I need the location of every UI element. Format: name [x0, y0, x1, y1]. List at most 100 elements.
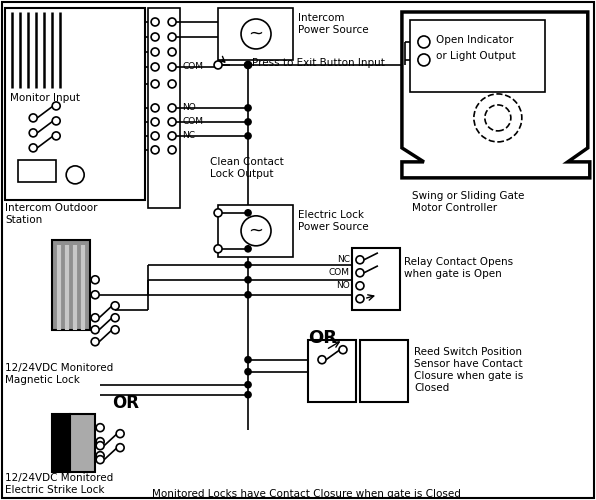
Circle shape [245, 382, 251, 388]
Circle shape [168, 104, 176, 112]
Text: Lock Output: Lock Output [210, 169, 274, 179]
Bar [410, 20, 545, 92]
Circle shape [151, 48, 159, 56]
Circle shape [151, 132, 159, 140]
Circle shape [91, 338, 99, 345]
Circle shape [91, 291, 99, 299]
Text: Closure when gate is: Closure when gate is [414, 370, 523, 380]
Text: Relay Contact Opens: Relay Contact Opens [404, 257, 513, 267]
Bar [18, 160, 56, 182]
Circle shape [116, 430, 124, 438]
Text: Sensor have Contact: Sensor have Contact [414, 358, 523, 368]
Circle shape [245, 133, 251, 139]
Circle shape [245, 119, 251, 125]
Circle shape [91, 326, 99, 334]
Circle shape [241, 216, 271, 246]
Circle shape [168, 118, 176, 126]
Circle shape [214, 245, 222, 253]
Circle shape [245, 262, 251, 268]
Text: Swing or Sliding Gate: Swing or Sliding Gate [412, 191, 524, 201]
Circle shape [241, 19, 271, 49]
Text: NC: NC [182, 132, 195, 140]
Text: NC: NC [337, 256, 350, 264]
Text: Closed: Closed [414, 382, 449, 392]
Circle shape [474, 94, 522, 142]
Circle shape [485, 105, 511, 131]
Circle shape [111, 302, 119, 310]
Text: Electric Strike Lock: Electric Strike Lock [5, 484, 105, 494]
Circle shape [96, 456, 104, 464]
Circle shape [111, 314, 119, 322]
Bar [308, 340, 356, 402]
Circle shape [356, 282, 364, 290]
Circle shape [168, 132, 176, 140]
Circle shape [151, 18, 159, 26]
Circle shape [168, 146, 176, 154]
Circle shape [356, 295, 364, 303]
Circle shape [29, 114, 37, 122]
Text: when gate is Open: when gate is Open [404, 269, 502, 279]
Circle shape [91, 276, 99, 284]
Text: Clean Contact: Clean Contact [210, 157, 284, 167]
Text: Magnetic Lock: Magnetic Lock [5, 374, 80, 384]
Text: COM: COM [329, 268, 350, 278]
Bar [52, 240, 90, 330]
Circle shape [168, 48, 176, 56]
Circle shape [214, 61, 222, 69]
Circle shape [418, 54, 430, 66]
Bar [148, 8, 180, 208]
Text: Power Source: Power Source [298, 25, 368, 35]
Circle shape [318, 356, 326, 364]
Polygon shape [402, 12, 590, 178]
Text: ~: ~ [249, 25, 263, 43]
Text: 12/24VDC Monitored: 12/24VDC Monitored [5, 472, 113, 482]
Text: ~: ~ [249, 222, 263, 240]
Circle shape [96, 438, 104, 446]
Text: Motor Controller: Motor Controller [412, 203, 497, 213]
Text: Station: Station [5, 215, 42, 225]
Circle shape [96, 442, 104, 450]
Circle shape [151, 104, 159, 112]
Circle shape [52, 102, 60, 110]
Text: Reed Switch Position: Reed Switch Position [414, 346, 522, 356]
Circle shape [116, 444, 124, 452]
Text: Monitor Input: Monitor Input [10, 93, 80, 103]
Circle shape [151, 146, 159, 154]
Circle shape [151, 80, 159, 88]
Circle shape [29, 144, 37, 152]
Bar [352, 248, 400, 310]
Circle shape [356, 256, 364, 264]
Circle shape [168, 80, 176, 88]
Circle shape [29, 129, 37, 137]
Circle shape [91, 314, 99, 322]
Text: COM: COM [182, 62, 203, 72]
Text: Press to Exit Button Input: Press to Exit Button Input [252, 58, 385, 68]
Circle shape [245, 392, 251, 398]
Text: OR: OR [308, 328, 337, 346]
Circle shape [151, 118, 159, 126]
Circle shape [96, 424, 104, 432]
Circle shape [168, 18, 176, 26]
Bar [218, 8, 293, 60]
Circle shape [339, 346, 347, 354]
Circle shape [245, 210, 251, 216]
Circle shape [168, 33, 176, 41]
Bar [360, 340, 408, 402]
Text: NO: NO [336, 282, 350, 290]
Circle shape [96, 452, 104, 460]
Text: Monitored Locks have Contact Closure when gate is Closed: Monitored Locks have Contact Closure whe… [152, 488, 461, 498]
Circle shape [418, 36, 430, 48]
Circle shape [168, 63, 176, 71]
Text: Open Indicator: Open Indicator [436, 35, 513, 45]
Circle shape [245, 105, 251, 111]
Circle shape [111, 326, 119, 334]
Text: 12/24VDC Monitored: 12/24VDC Monitored [5, 362, 113, 372]
Text: Intercom Outdoor: Intercom Outdoor [5, 203, 98, 213]
Circle shape [245, 368, 251, 374]
Text: NO: NO [182, 104, 196, 112]
Circle shape [245, 292, 251, 298]
Text: or Light Output: or Light Output [436, 51, 516, 61]
Circle shape [214, 209, 222, 217]
Text: COM: COM [182, 118, 203, 126]
Circle shape [245, 277, 251, 283]
